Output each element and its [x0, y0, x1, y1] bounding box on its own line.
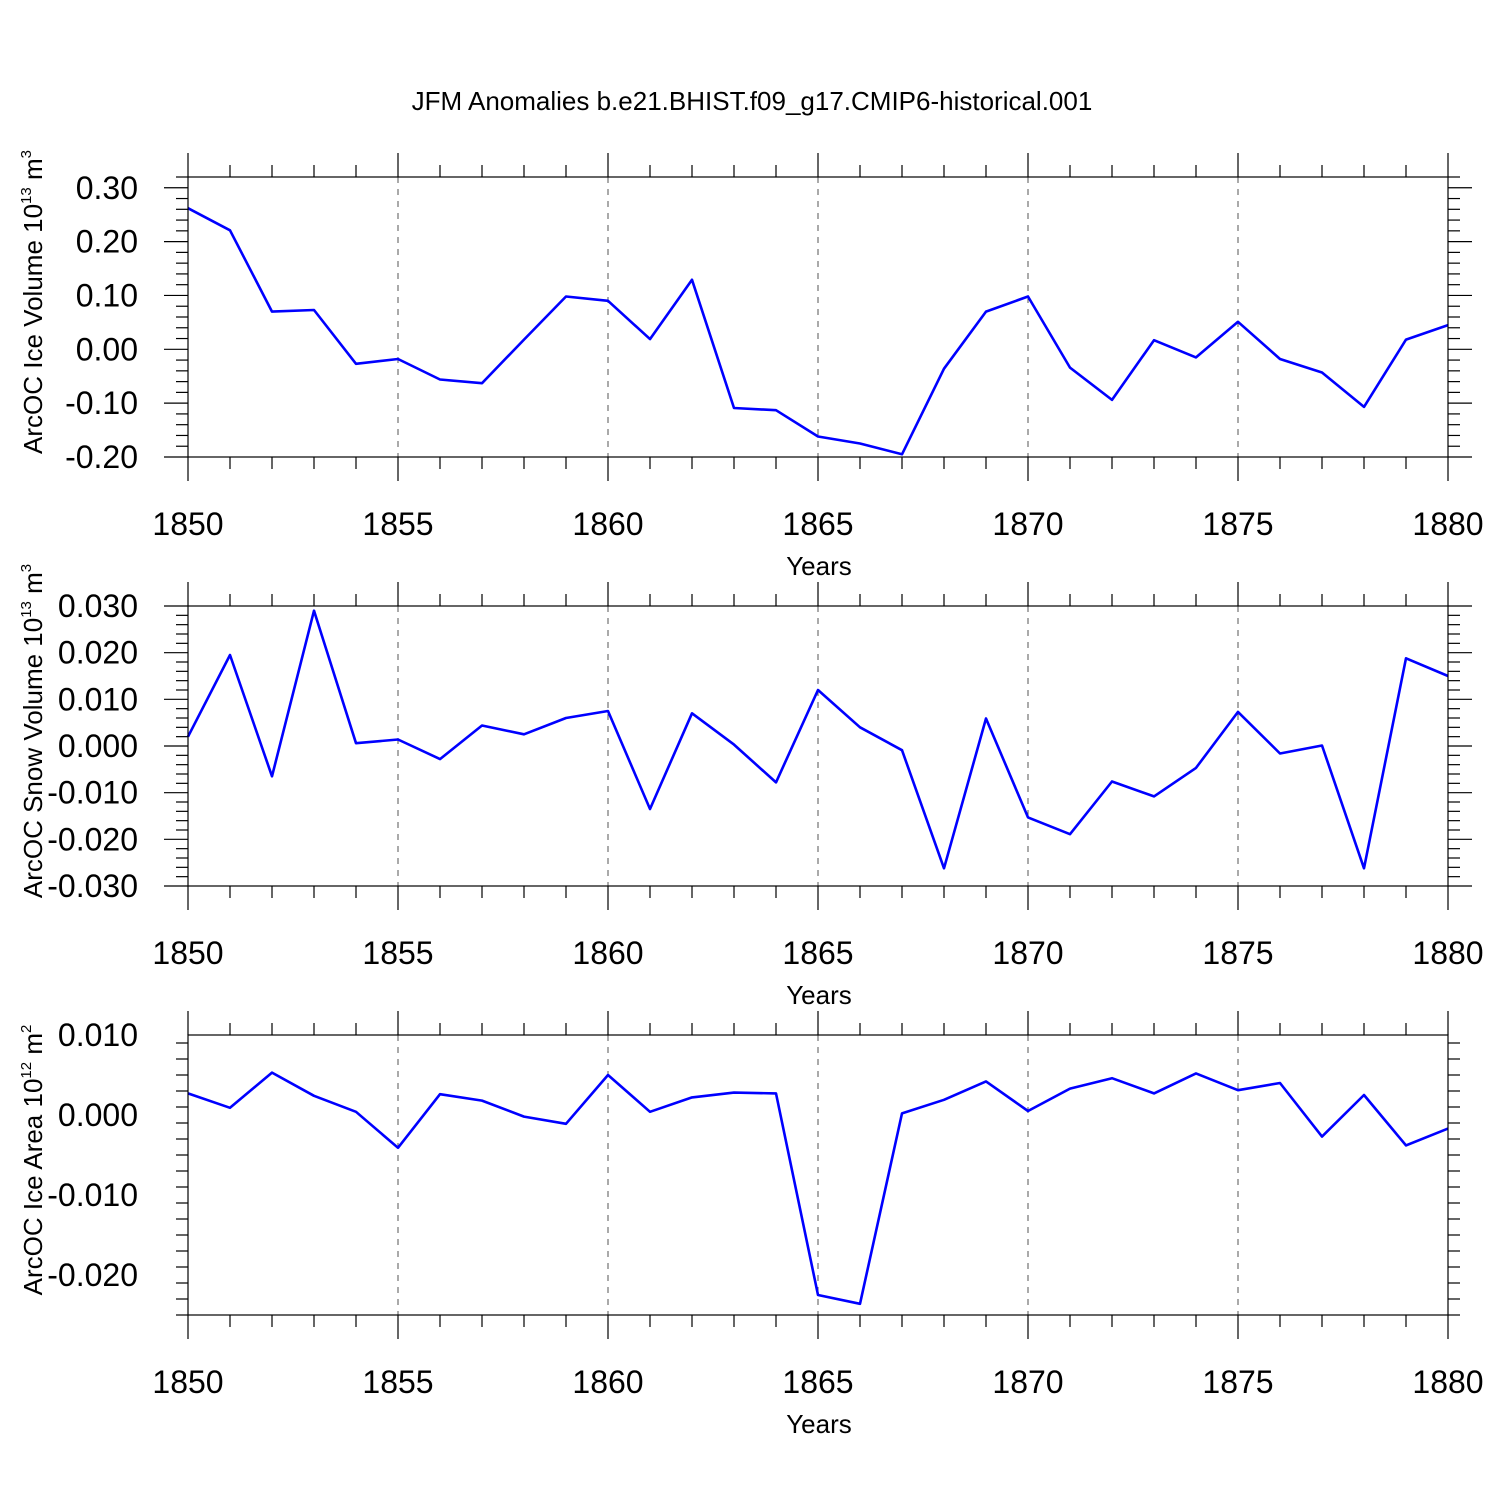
y-tick-label-0.010: 0.010 — [58, 1017, 138, 1053]
y-axis-label-unit: m — [18, 158, 48, 187]
y-tick-label-0.000: 0.000 — [58, 1097, 138, 1133]
x-tick-label-1870: 1870 — [992, 506, 1063, 542]
y-tick-label-0.00: 0.00 — [76, 331, 138, 367]
x-tick-label-1860: 1860 — [572, 935, 643, 971]
x-axis-label: Years — [786, 980, 852, 1010]
y-tick-label--0.030: -0.030 — [47, 868, 138, 904]
y-axis-label-exponent: 12 — [18, 1062, 35, 1079]
y-axis-label-text: ArcOC Ice Volume 10 — [18, 204, 48, 454]
y-axis-label: ArcOC Snow Volume 1013 m3 — [18, 564, 48, 898]
y-axis-label-unit-exponent: 2 — [18, 1025, 35, 1033]
y-axis-label-exponent: 13 — [18, 601, 35, 618]
x-tick-label-1870: 1870 — [992, 935, 1063, 971]
y-axis-label: ArcOC Ice Area 1012 m2 — [18, 1025, 48, 1296]
x-tick-label-1860: 1860 — [572, 506, 643, 542]
x-tick-label-1865: 1865 — [782, 1364, 853, 1400]
y-tick-label-0.010: 0.010 — [58, 681, 138, 717]
series-line-1 — [187, 207, 1449, 456]
x-tick-label-1880: 1880 — [1412, 1364, 1483, 1400]
panels: -0.20 -0.10 0.00 0.10 0.20 0.30 1850 1855 1860 18… — [18, 150, 1484, 1439]
x-tick-label-1875: 1875 — [1202, 1364, 1273, 1400]
y-axis-label-unit: m — [18, 1033, 48, 1062]
plot-frame — [187, 176, 1449, 458]
x-tick-label-1875: 1875 — [1202, 935, 1273, 971]
y-axis-label: ArcOC Ice Volume 1013 m3 — [18, 150, 48, 454]
series-line-3 — [187, 1071, 1449, 1306]
y-tick-label-0.30: 0.30 — [76, 170, 138, 206]
y-tick-label-0.20: 0.20 — [76, 224, 138, 260]
x-tick-label-1880: 1880 — [1412, 506, 1483, 542]
figure-title: JFM Anomalies b.e21.BHIST.f09_g17.CMIP6-… — [412, 86, 1093, 116]
y-axis-label-text: ArcOC Snow Volume 10 — [18, 618, 48, 898]
y-tick-label--0.020: -0.020 — [47, 821, 138, 857]
x-tick-label-1850: 1850 — [152, 1364, 223, 1400]
plot-frame — [187, 1034, 1449, 1316]
y-tick-label-0.10: 0.10 — [76, 277, 138, 313]
y-tick-label--0.10: -0.10 — [65, 385, 138, 421]
x-tick-label-1855: 1855 — [362, 506, 433, 542]
x-tick-label-1870: 1870 — [992, 1364, 1063, 1400]
plot-frame — [187, 605, 1449, 887]
y-tick-label--0.010: -0.010 — [47, 1177, 138, 1213]
y-tick-label-0.000: 0.000 — [58, 728, 138, 764]
panel-2: -0.030 -0.020 -0.010 0.000 0.010 0.020 0.030 18… — [18, 564, 1484, 1010]
y-tick-label--0.020: -0.020 — [47, 1257, 138, 1293]
x-tick-label-1865: 1865 — [782, 506, 853, 542]
y-axis-label-unit-exponent: 3 — [18, 564, 35, 572]
x-tick-label-1855: 1855 — [362, 935, 433, 971]
x-tick-label-1860: 1860 — [572, 1364, 643, 1400]
y-tick-label--0.010: -0.010 — [47, 775, 138, 811]
x-tick-label-1855: 1855 — [362, 1364, 433, 1400]
y-axis-label-unit: m — [18, 572, 48, 601]
y-axis-label-unit-exponent: 3 — [18, 150, 35, 158]
y-tick-label-0.030: 0.030 — [58, 588, 138, 624]
x-axis-label: Years — [786, 1409, 852, 1439]
panel-1: -0.20 -0.10 0.00 0.10 0.20 0.30 1850 1855 1860 18… — [18, 150, 1484, 581]
x-tick-label-1880: 1880 — [1412, 935, 1483, 971]
x-tick-label-1875: 1875 — [1202, 506, 1273, 542]
x-tick-label-1850: 1850 — [152, 935, 223, 971]
x-axis-label: Years — [786, 551, 852, 581]
x-tick-label-1865: 1865 — [782, 935, 853, 971]
y-axis-label-text: ArcOC Ice Area 10 — [18, 1079, 48, 1296]
y-axis-label-exponent: 13 — [18, 187, 35, 204]
y-tick-label-0.020: 0.020 — [58, 635, 138, 671]
x-tick-label-1850: 1850 — [152, 506, 223, 542]
panel-3: -0.020 -0.010 0.000 0.010 1850 1855 1860 1865 18… — [18, 1011, 1484, 1439]
series-line-2 — [186, 609, 1449, 870]
y-tick-label--0.20: -0.20 — [65, 439, 138, 475]
